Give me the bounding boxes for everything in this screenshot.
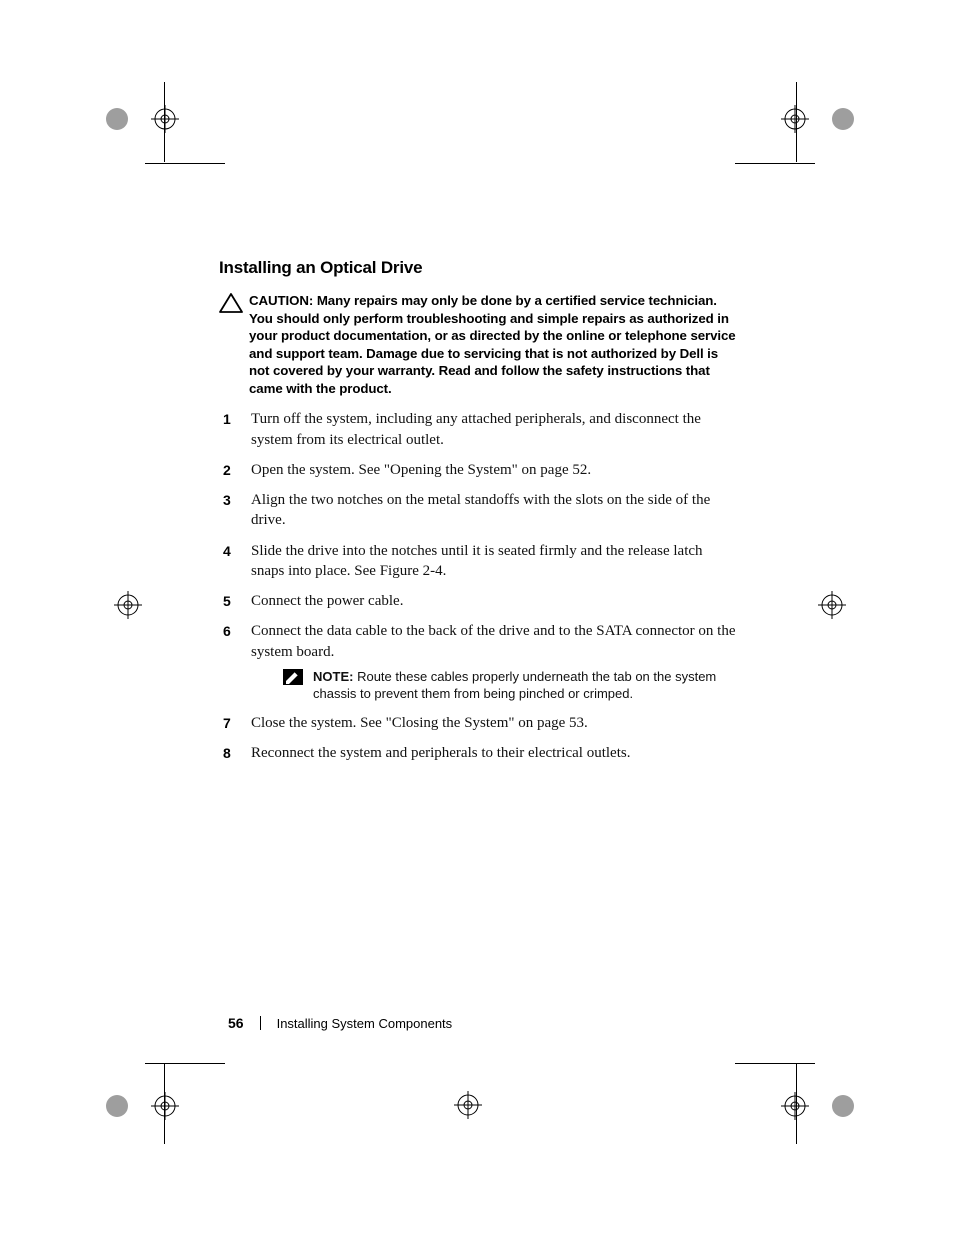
- caution-triangle-icon: [219, 293, 243, 318]
- registration-dot-icon: [829, 105, 857, 133]
- note-label: NOTE:: [313, 669, 353, 684]
- step-item: Align the two notches on the metal stand…: [219, 490, 739, 531]
- page-number: 56: [228, 1015, 244, 1031]
- step-item: Turn off the system, including any attac…: [219, 409, 739, 450]
- footer-chapter-title: Installing System Components: [277, 1016, 453, 1031]
- crop-line: [145, 1063, 225, 1064]
- crop-line: [164, 82, 165, 162]
- registration-mark-icon: [151, 105, 179, 133]
- crop-line: [796, 82, 797, 162]
- section-heading: Installing an Optical Drive: [219, 258, 739, 278]
- footer-divider: [260, 1016, 261, 1030]
- registration-dot-icon: [829, 1092, 857, 1120]
- caution-body: Many repairs may only be done by a certi…: [249, 293, 736, 396]
- note-pencil-icon: [283, 669, 303, 691]
- note-block: NOTE: Route these cables properly undern…: [251, 668, 739, 703]
- crop-line: [735, 1063, 815, 1064]
- crop-line: [164, 1064, 165, 1144]
- note-body: Route these cables properly underneath t…: [313, 669, 716, 702]
- registration-mark-icon: [454, 1091, 482, 1119]
- registration-mark-icon: [818, 591, 846, 619]
- steps-list: Turn off the system, including any attac…: [219, 409, 739, 763]
- registration-mark-icon: [781, 105, 809, 133]
- note-text: NOTE: Route these cables properly undern…: [313, 668, 739, 703]
- caution-text: CAUTION: Many repairs may only be done b…: [249, 292, 739, 397]
- crop-line: [145, 163, 225, 164]
- page-footer: 56 Installing System Components: [228, 1015, 452, 1031]
- step-item: Connect the power cable.: [219, 591, 739, 611]
- registration-mark-icon: [781, 1092, 809, 1120]
- step-item: Connect the data cable to the back of th…: [219, 621, 739, 703]
- caution-label: CAUTION:: [249, 293, 313, 308]
- step-item: Open the system. See "Opening the System…: [219, 460, 739, 480]
- crop-line: [796, 1064, 797, 1144]
- registration-dot-icon: [103, 105, 131, 133]
- page-content: Installing an Optical Drive CAUTION: Man…: [219, 258, 739, 773]
- registration-dot-icon: [103, 1092, 131, 1120]
- step-item: Reconnect the system and peripherals to …: [219, 743, 739, 763]
- step-item: Slide the drive into the notches until i…: [219, 541, 739, 582]
- step-item: Close the system. See "Closing the Syste…: [219, 713, 739, 733]
- registration-mark-icon: [151, 1092, 179, 1120]
- crop-line: [735, 163, 815, 164]
- caution-block: CAUTION: Many repairs may only be done b…: [219, 292, 739, 397]
- registration-mark-icon: [114, 591, 142, 619]
